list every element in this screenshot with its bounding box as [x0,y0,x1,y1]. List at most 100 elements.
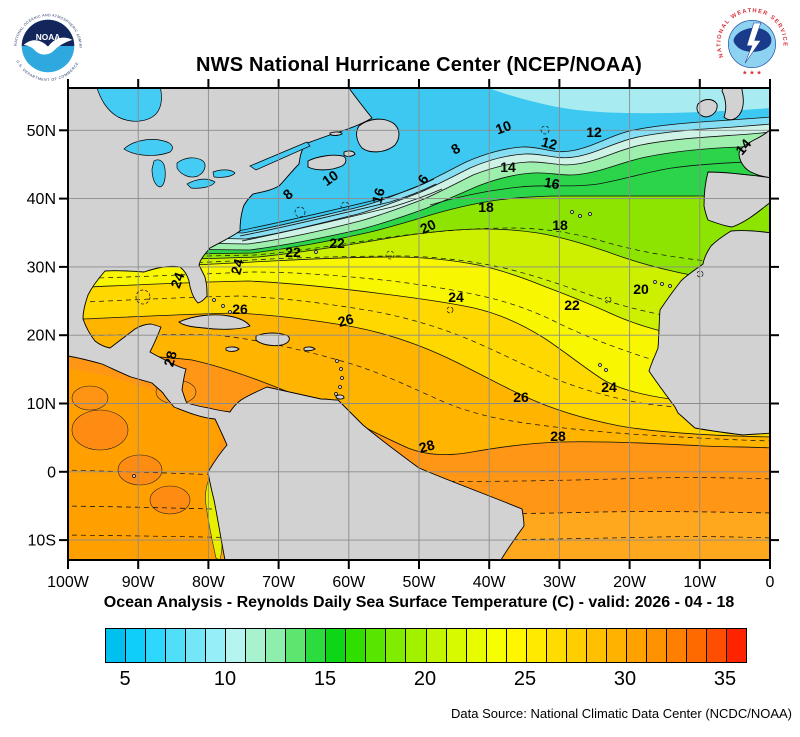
lake [96,88,162,122]
colorbar-segment [605,629,626,662]
colorbar-segment [525,629,546,662]
contour-line [239,183,437,237]
contour-line [68,144,770,251]
colorbar-tick-label: 15 [313,668,337,690]
x-axis-label: 100W [47,574,90,591]
x-axis-label: 70W [262,574,296,591]
lake [176,157,206,178]
landmass [178,314,251,330]
island-dot [588,212,592,216]
landmass [356,118,400,153]
colorbar-segment [245,629,266,662]
landmass [303,346,316,352]
contour-label: 12 [586,124,602,140]
x-axis-label: 30W [543,574,577,591]
contour-label: 22 [329,235,345,251]
colorbar-segment [145,629,166,662]
y-axis-label: 50N [27,123,56,140]
colorbar-segment [505,629,526,662]
nws-logo: NATIONAL WEATHER SERVICE ★ ★ ★ [711,3,793,85]
contour-label: 28 [160,349,180,368]
nws-stars-icon: ★ ★ ★ [742,70,762,77]
colorbar-segment [645,629,666,662]
sst-patch [71,409,129,451]
lake [249,141,311,171]
island-dot [221,304,225,308]
contour-label: 20 [417,216,438,237]
sst-patch [117,454,163,486]
island-dot [340,376,344,380]
island-dot [132,474,136,478]
contour-label: 24 [167,270,187,290]
map-frame [67,87,771,561]
y-axis-label: 40N [27,191,56,208]
colorbar [105,628,747,663]
colorbar-segment [465,629,486,662]
lake [151,159,166,188]
colorbar-tick-label: 10 [213,668,237,690]
contour-label: 28 [417,436,436,456]
nws-lightning-icon [744,22,762,64]
island-dot [598,363,602,367]
contour-line [68,131,770,245]
colorbar-segment [565,629,586,662]
landmass [329,131,343,136]
island-dot [668,284,672,288]
colorbar-segment [445,629,466,662]
page-title: NWS National Hurricane Center (NCEP/NOAA… [195,54,643,76]
contour-line-dashed [68,469,770,482]
landmass [648,230,770,436]
contour-label: 20 [633,281,649,297]
contour-label: 26 [513,389,529,405]
landmass [696,99,718,118]
colorbar-segment [705,629,726,662]
colorbar-labels: 5 10 15 20 25 30 35 [105,668,745,694]
map-caption: Ocean Analysis - Reynolds Daily Sea Surf… [103,594,735,611]
colorbar-segment [185,629,206,662]
y-axis-label: 10N [27,396,56,413]
colorbar-segment [285,629,306,662]
island-dot [338,385,342,389]
contour-line [237,178,435,232]
colorbar-segment [225,629,246,662]
contour-label: 10 [493,117,513,137]
eddy-contour [385,250,395,260]
x-axis-label: 50W [403,574,437,591]
colorbar-tick-label: 35 [713,668,737,690]
colorbar-tick-label: 25 [513,668,537,690]
colorbar-segment [365,629,386,662]
x-axis-label: 10W [683,574,717,591]
colorbar-segment [325,629,346,662]
island-dot [335,359,339,363]
colorbar-segment [425,629,446,662]
colorbar-segment [545,629,566,662]
contour-label: 22 [285,244,301,260]
eddy-contour [135,289,151,305]
eddy-contour [446,306,454,314]
landmass [255,332,290,347]
colorbar-segment [385,629,406,662]
lake [212,169,236,178]
contour-label: 26 [232,301,248,317]
contour-label: 18 [552,217,568,233]
colorbar-segment [165,629,186,662]
eddy-contour [294,206,306,218]
lake [123,139,173,156]
landmass [225,346,240,352]
colorbar-segment [585,629,606,662]
colorbar-segment [405,629,426,662]
colorbar-segment [485,629,506,662]
contour-line-dashed [68,255,770,331]
contour-line-dashed [68,227,770,267]
y-axis-label: 20N [27,328,56,345]
y-axis-label: 30N [27,259,56,276]
sst-patch [71,385,109,411]
contour-label: 16 [543,174,561,192]
x-axis-label: 90W [122,574,156,591]
colorbar-segment [685,629,706,662]
contour-label: 14 [500,159,516,175]
x-axis-label: 40W [473,574,507,591]
landmass [721,88,744,121]
x-axis-label: 0 [766,574,775,591]
